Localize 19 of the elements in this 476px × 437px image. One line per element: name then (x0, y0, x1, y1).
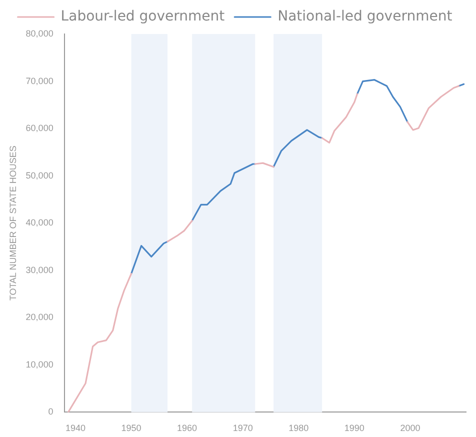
y-tick-label: 0 (48, 406, 54, 417)
x-tick-label: 1970 (232, 423, 253, 434)
y-tick-label: 50,000 (26, 170, 54, 180)
legend-label: National-led government (278, 8, 453, 25)
y-tick-label: 30,000 (26, 264, 54, 275)
y-tick-label: 20,000 (26, 312, 54, 322)
y-tick-label: 70,000 (26, 76, 54, 86)
y-axis-title: TOTAL NUMBER OF STATE HOUSES (8, 146, 18, 301)
x-tick-label: 2000 (400, 423, 420, 434)
x-tick-label: 1950 (121, 423, 142, 434)
y-tick-label: 80,000 (26, 28, 54, 38)
y-tick-label: 40,000 (26, 218, 54, 228)
legend-label: Labour-led government (60, 8, 226, 25)
y-tick-label: 10,000 (26, 359, 54, 370)
x-tick-label: 1980 (288, 423, 309, 434)
x-tick-label: 1990 (344, 423, 364, 434)
x-tick-label: 1960 (177, 423, 198, 434)
x-tick-label: 1940 (65, 423, 86, 434)
y-tick-label: 60,000 (26, 123, 54, 134)
